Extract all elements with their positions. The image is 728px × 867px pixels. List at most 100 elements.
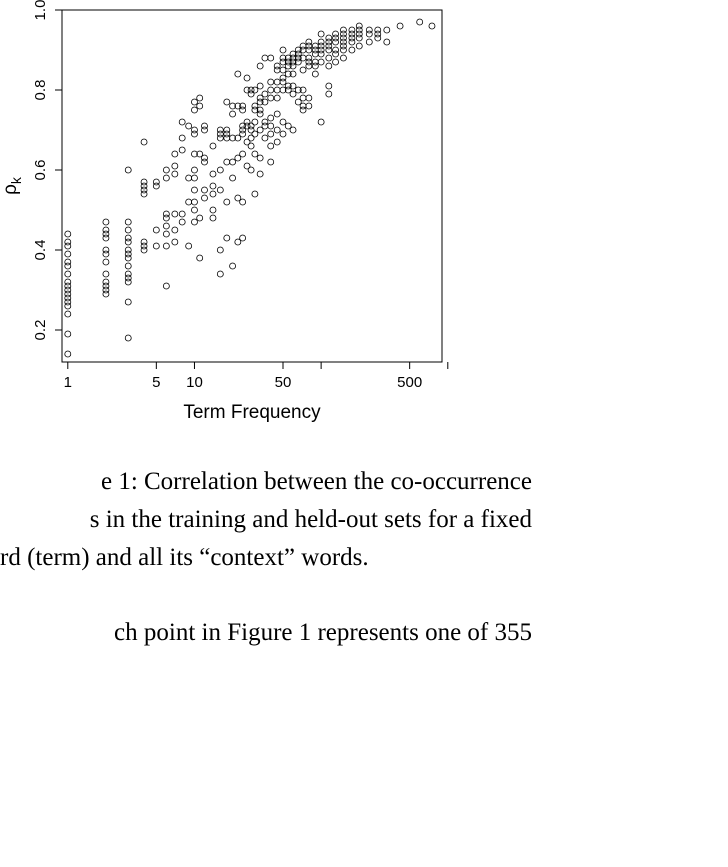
data-point [428,22,436,30]
data-point [64,350,72,358]
data-point [261,98,269,106]
data-point [289,54,297,62]
data-point [247,122,255,130]
data-point [332,38,339,46]
data-point [201,122,208,130]
data-point [247,86,255,94]
data-point [243,162,251,170]
data-point [196,94,204,102]
data-point [140,182,148,190]
y-tick-label: 0.6 [32,160,49,181]
data-point [124,234,132,242]
data-point [311,42,319,50]
data-point [365,30,373,38]
data-point [64,294,72,302]
data-point [348,46,356,54]
data-point [102,258,110,266]
data-point [284,86,292,94]
data-point [289,70,297,78]
data-point [171,150,179,158]
data-point [229,134,236,142]
data-point [178,210,186,218]
data-point [332,58,339,66]
data-point [279,130,287,138]
data-point [196,150,204,158]
data-point [289,90,297,98]
data-point [201,186,208,194]
data-point [305,46,313,54]
data-point [273,110,281,118]
data-point [267,78,275,86]
data-point [325,82,333,90]
data-point [191,198,198,206]
data-point [251,86,259,94]
data-point [273,86,281,94]
data-point [247,126,255,134]
data-point [152,242,160,250]
data-point [234,194,242,202]
data-point [267,122,275,130]
data-point [191,218,198,226]
data-point [247,90,255,98]
data-point [178,218,186,226]
data-point [64,330,72,338]
data-point [256,126,264,134]
data-point [102,290,110,298]
data-point [140,138,148,146]
data-point [267,86,275,94]
data-point [294,86,302,94]
data-point [64,262,72,270]
data-point [162,174,170,182]
data-point [234,154,242,162]
data-point [209,206,217,214]
data-point [239,198,247,206]
data-point [209,182,217,190]
data-point [223,130,231,138]
data-point [171,170,179,178]
data-point [243,118,251,126]
data-point [124,238,132,246]
data-point [64,258,72,266]
data-point [140,242,148,250]
data-point [124,250,132,258]
data-point [340,34,347,42]
data-point [124,334,132,342]
data-point [152,182,160,190]
data-point [317,38,325,46]
data-point [178,134,186,142]
body-text-line-1: ch point in Figure 1 represents one of 3… [114,619,532,646]
data-point [191,150,198,158]
data-point [140,238,148,246]
data-point [102,218,110,226]
data-point [279,58,287,66]
data-point [124,298,132,306]
data-point [284,62,292,70]
data-point [64,286,72,294]
data-point [340,46,347,54]
data-points [64,18,436,358]
data-point [140,178,148,186]
data-point [209,214,217,222]
data-point [196,214,204,222]
data-point [299,102,307,110]
data-point [178,146,186,154]
data-point [64,310,72,318]
data-point [185,198,193,206]
data-point [325,54,333,62]
data-point [239,122,247,130]
data-point [289,62,297,70]
data-point [273,78,281,86]
y-tick-label: 0.2 [32,320,49,341]
data-point [261,118,269,126]
data-point [311,70,319,78]
data-point [201,158,208,166]
data-point [102,234,110,242]
data-point [251,130,259,138]
data-point [396,22,404,30]
data-point [256,94,264,102]
data-point [332,50,339,58]
data-point [102,250,110,258]
data-point [191,174,198,182]
data-point [317,46,325,54]
data-point [317,42,325,50]
